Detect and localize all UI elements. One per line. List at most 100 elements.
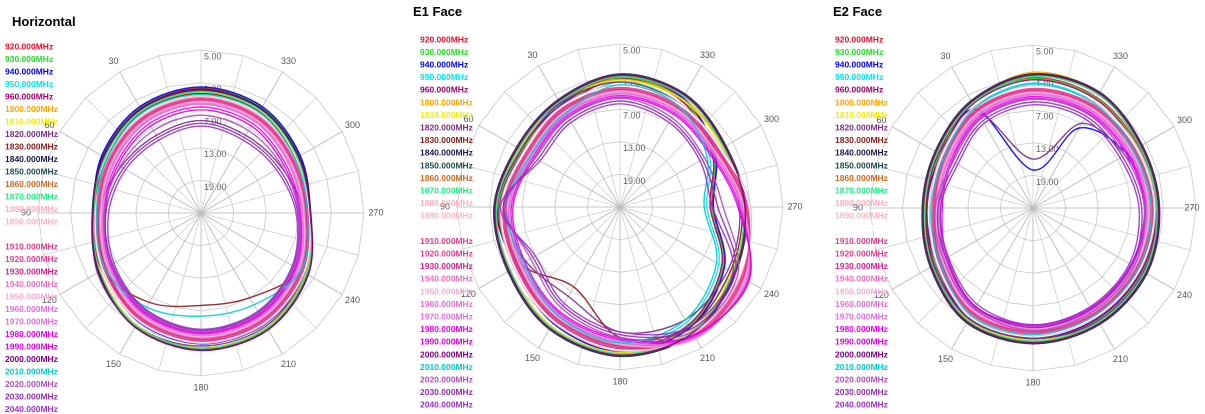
legend-entry: 1810.000MHz <box>5 116 58 126</box>
legend-entry: 1990.000MHz <box>5 341 58 351</box>
legend-entry: 2040.000MHz <box>5 404 58 414</box>
theta-tick-label: 90 <box>21 207 31 217</box>
legend-entry: 2010.000MHz <box>835 362 888 372</box>
r-tick-label: 13.00 <box>1036 144 1059 154</box>
spoke <box>619 206 778 250</box>
legend-entry: 1840.000MHz <box>5 154 58 164</box>
pattern-curve <box>502 86 751 350</box>
legend-entry: 1970.000MHz <box>420 311 473 321</box>
pattern-curve <box>510 94 752 344</box>
legend-entry: 930.000MHz <box>835 47 883 57</box>
legend-entry: 2020.000MHz <box>835 374 888 384</box>
theta-grid <box>1032 66 1115 209</box>
spoke <box>43 170 202 214</box>
theta-tick-label: 120 <box>42 295 57 305</box>
legend-entry: 1880.000MHz <box>835 198 888 208</box>
pattern-curve <box>100 101 306 338</box>
chart-title: E2 Face <box>833 4 882 19</box>
spoke <box>917 92 1034 209</box>
legend-entry: 1930.000MHz <box>835 261 888 271</box>
legend-entry: 1830.000MHz <box>420 135 473 145</box>
pattern-curve <box>930 83 1153 336</box>
theta-grid <box>538 206 621 349</box>
spoke <box>875 207 1034 251</box>
pattern-curve <box>102 103 304 336</box>
pattern-curve <box>939 104 1141 326</box>
legend-entry: 1870.000MHz <box>835 185 888 195</box>
spoke <box>43 212 202 256</box>
legend-entry: 1890.000MHz <box>835 211 888 221</box>
legend-entry: 940.000MHz <box>835 59 883 69</box>
legend-entry: 2040.000MHz <box>835 400 888 410</box>
theta-tick-label: 300 <box>764 114 779 124</box>
theta-tick-label: 120 <box>461 289 476 299</box>
theta-grid <box>538 65 621 208</box>
theta-tick-label: 240 <box>1177 290 1192 300</box>
legend-entry: 1920.000MHz <box>5 254 58 264</box>
pattern-curve <box>97 99 308 340</box>
legend-entry: 1820.000MHz <box>420 122 473 132</box>
pattern-curve <box>101 102 305 337</box>
legend-entry: 1960.000MHz <box>5 304 58 314</box>
legend-entry: 1930.000MHz <box>5 266 58 276</box>
pattern-curve <box>934 98 1146 332</box>
pattern-curve <box>500 85 752 351</box>
pattern-curve <box>503 87 751 349</box>
spoke <box>1032 165 1191 209</box>
spoke <box>85 97 202 214</box>
legend-entry: 1940.000MHz <box>5 279 58 289</box>
spoke <box>619 49 663 208</box>
theta-grid <box>619 125 762 208</box>
spoke <box>1032 207 1149 324</box>
pattern-curve <box>936 101 1143 329</box>
legend-entry: 1920.000MHz <box>420 248 473 258</box>
theta-grid <box>59 131 202 214</box>
r-tick-label: 13.00 <box>623 143 646 153</box>
spoke <box>200 212 359 256</box>
spoke <box>1032 207 1076 366</box>
legend-entry: 2010.000MHz <box>5 366 58 376</box>
legend-entry: 920.000MHz <box>420 34 468 44</box>
pattern-curve <box>508 93 751 346</box>
theta-tick-label: 300 <box>345 120 360 130</box>
pattern-curve <box>505 97 740 341</box>
pattern-curve <box>95 97 310 342</box>
pattern-curve <box>107 125 299 331</box>
legend-entry: 930.000MHz <box>420 47 468 57</box>
legend-entry: 1970.000MHz <box>5 316 58 326</box>
legend-entry: 1880.000MHz <box>420 198 473 208</box>
theta-tick-label: 210 <box>1113 354 1128 364</box>
chart-title: Horizontal <box>12 14 76 29</box>
pattern-curve <box>103 114 301 333</box>
theta-grid <box>200 131 343 214</box>
theta-tick-label: 30 <box>527 50 537 60</box>
legend-entry: 1900.000MHz <box>835 223 888 233</box>
pattern-curve <box>104 109 302 334</box>
legend-entry: 940.000MHz <box>420 59 468 69</box>
legend-entry: 1850.000MHz <box>5 166 58 176</box>
polar-chart: 5.001.007.0013.0019.00306090120150180210… <box>440 43 803 386</box>
spoke <box>462 164 621 208</box>
polar-chart: 5.001.007.0013.0019.00306090120150180210… <box>853 44 1200 387</box>
chart-title: E1 Face <box>413 4 462 19</box>
legend-entry: 2030.000MHz <box>420 387 473 397</box>
spoke <box>917 207 1034 324</box>
polar-chart: 5.001.007.0013.0019.00306090120150180210… <box>21 49 384 392</box>
theta-tick-label: 270 <box>787 201 802 211</box>
legend-entry: 1800.000MHz <box>5 104 58 114</box>
spoke <box>990 207 1034 366</box>
legend-entry: 1920.000MHz <box>835 248 888 258</box>
r-tick-label: 19.00 <box>204 182 227 192</box>
r-tick-label: 19.00 <box>1036 177 1059 187</box>
legend-entry: 1860.000MHz <box>835 173 888 183</box>
pattern-curve <box>93 119 309 347</box>
legend-entry: 920.000MHz <box>835 34 883 44</box>
theta-tick-label: 330 <box>281 56 296 66</box>
pattern-curve <box>504 88 750 349</box>
legend-entry: 1990.000MHz <box>835 337 888 347</box>
spoke <box>158 55 202 214</box>
theta-tick-label: 300 <box>1177 115 1192 125</box>
legend-entry: 1890.000MHz <box>420 211 473 221</box>
legend-entry: 1830.000MHz <box>835 135 888 145</box>
